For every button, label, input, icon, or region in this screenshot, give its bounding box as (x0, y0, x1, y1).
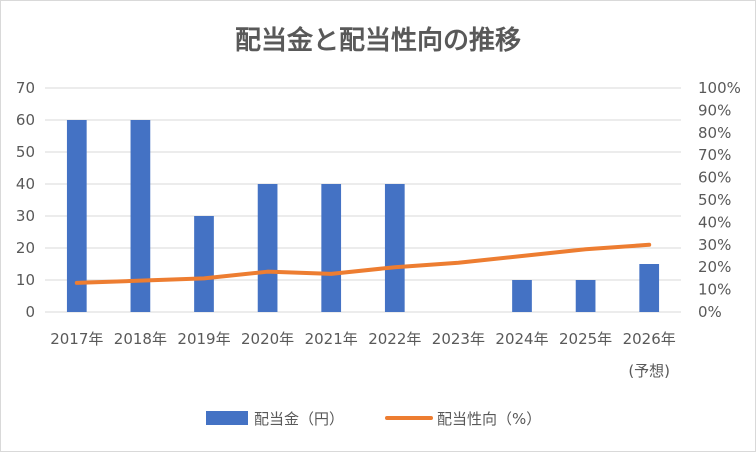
y-left-tick-label: 30 (16, 207, 35, 225)
bar (194, 216, 214, 312)
y-left-tick-label: 0 (25, 303, 35, 321)
y-right-tick-label: 20% (698, 258, 731, 276)
y-left-tick-label: 50 (16, 143, 35, 161)
y-left-tick-label: 10 (16, 271, 35, 289)
left-axis: 0 10 20 30 40 50 60 70 (16, 79, 35, 321)
y-left-tick-label: 70 (16, 79, 35, 97)
chart-title: 配当金と配当性向の推移 (235, 25, 521, 56)
legend-label-line: 配当性向（%） (437, 410, 541, 428)
series-line (74, 242, 652, 285)
bar (384, 184, 405, 312)
x-tick-label: 2021年 (305, 330, 358, 348)
x-tick-sublabel: (予想) (628, 362, 670, 380)
bar (512, 280, 532, 312)
bar (575, 280, 596, 312)
y-left-tick-label: 40 (16, 175, 35, 193)
y-left-tick-label: 20 (16, 239, 35, 257)
y-right-tick-label: 10% (698, 281, 731, 299)
x-tick-label: 2026年 (623, 330, 676, 348)
x-tick-label: 2025年 (559, 330, 612, 348)
line-series (74, 242, 652, 285)
right-axis: 0% 10% 20% 30% 40% 50% 60% 70% 80% 90% 100% (698, 79, 741, 321)
y-right-tick-label: 0% (698, 303, 722, 321)
x-axis: 2017年 2018年 2019年 2020年 2021年 2022年 2023年 2024年… (50, 330, 676, 380)
y-right-tick-label: 50% (698, 191, 731, 209)
y-right-tick-label: 100% (698, 79, 741, 97)
legend-swatch-bar (206, 411, 248, 425)
legend: 配当金（円） 配当性向（%） (206, 410, 541, 428)
bar (130, 120, 151, 312)
bar-series (66, 120, 660, 312)
bar (66, 120, 87, 312)
x-tick-label: 2019年 (177, 330, 230, 348)
y-right-tick-label: 30% (698, 236, 731, 254)
y-right-tick-label: 60% (698, 169, 731, 187)
y-right-tick-label: 40% (698, 213, 731, 231)
y-right-tick-label: 90% (698, 101, 731, 119)
x-tick-label: 2017年 (50, 330, 103, 348)
bar (639, 264, 660, 312)
x-tick-label: 2024年 (495, 330, 548, 348)
x-tick-label: 2022年 (368, 330, 421, 348)
x-tick-label: 2018年 (114, 330, 167, 348)
bar (257, 184, 278, 312)
y-right-tick-label: 70% (698, 146, 731, 164)
y-right-tick-label: 80% (698, 124, 731, 142)
x-tick-label: 2020年 (241, 330, 294, 348)
legend-label-bar: 配当金（円） (254, 410, 344, 428)
bar (321, 184, 342, 312)
x-tick-label: 2023年 (432, 330, 485, 348)
y-left-tick-label: 60 (16, 111, 35, 129)
